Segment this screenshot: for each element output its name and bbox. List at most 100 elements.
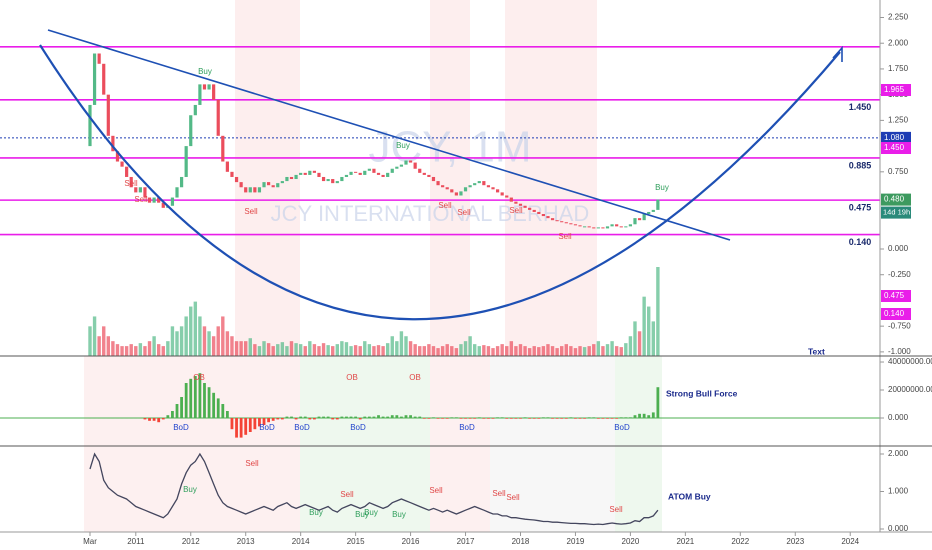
hist-bar xyxy=(345,416,348,419)
volume-bar xyxy=(225,331,230,356)
hist-bar xyxy=(519,418,522,419)
volume-bar xyxy=(349,346,353,356)
x-tick-label: 2013 xyxy=(237,537,255,546)
hist-bar xyxy=(88,418,92,419)
hist-bar xyxy=(134,418,138,419)
band xyxy=(235,0,300,356)
hist-bar xyxy=(175,404,179,419)
x-tick-label: 2018 xyxy=(512,537,530,546)
candle xyxy=(532,209,536,212)
candle xyxy=(505,195,509,198)
candle xyxy=(546,216,550,219)
annotation: Sell xyxy=(134,195,148,204)
hist-bar xyxy=(560,418,564,419)
band xyxy=(430,356,490,532)
volume-bar xyxy=(207,331,211,356)
y-tick-label: 1.000 xyxy=(888,487,909,496)
hist-bar xyxy=(619,417,623,419)
volume-bar xyxy=(161,346,165,356)
y-tick-label: -0.250 xyxy=(888,270,911,279)
volume-bar xyxy=(509,341,514,356)
hist-bar xyxy=(386,416,390,419)
volume-bar xyxy=(541,346,546,356)
volume-bar xyxy=(111,341,115,356)
hist-bar xyxy=(473,418,477,419)
hist-bar xyxy=(354,416,358,419)
candle xyxy=(441,185,445,188)
hist-bar xyxy=(404,415,408,419)
candle xyxy=(125,166,129,177)
level-label: 0.475 xyxy=(849,202,872,212)
hist-bar xyxy=(184,383,188,419)
candle xyxy=(308,170,312,175)
volume-bar xyxy=(308,341,312,356)
volume-bar xyxy=(317,346,321,356)
volume-bar xyxy=(454,348,459,356)
hist-bar xyxy=(509,418,513,419)
volume-bar xyxy=(248,338,252,356)
candle xyxy=(560,221,564,223)
volume-bar xyxy=(495,346,500,356)
volume-bar xyxy=(340,341,344,356)
hist-bar xyxy=(564,418,568,419)
hist-bar xyxy=(441,418,445,419)
volume-bar xyxy=(614,346,619,356)
volume-bar xyxy=(280,342,285,356)
volume-bar xyxy=(592,344,596,356)
hist-bar xyxy=(267,418,271,423)
volume-bar xyxy=(138,343,143,356)
candle xyxy=(349,171,353,175)
candle xyxy=(610,224,614,227)
candle xyxy=(331,179,335,184)
watermark-name: JCY INTERNATIONAL BERHAD xyxy=(271,201,590,226)
volume-bar xyxy=(230,336,234,356)
hist-bar xyxy=(294,418,298,420)
candle xyxy=(253,187,257,193)
cup-curve xyxy=(39,44,841,321)
band xyxy=(300,356,430,532)
candle xyxy=(115,151,120,162)
volume-bar xyxy=(500,344,504,356)
price-badge-label: 1.080 xyxy=(884,133,905,142)
annotation: Buy xyxy=(198,67,212,76)
volume-bar xyxy=(418,346,422,356)
candle xyxy=(601,227,605,229)
hist-bar xyxy=(477,417,481,419)
volume-bar xyxy=(335,344,339,356)
candle xyxy=(294,174,298,180)
hist-bar xyxy=(606,418,609,419)
candle xyxy=(129,176,133,188)
volume-bar xyxy=(276,344,280,356)
hist-bar xyxy=(491,418,495,419)
candle xyxy=(390,168,394,173)
annotation: Sell xyxy=(492,489,506,498)
volume-bar xyxy=(573,348,578,356)
y-tick-label: 2.000 xyxy=(888,38,909,47)
hist-bar xyxy=(436,418,440,419)
volume-bar xyxy=(344,342,349,356)
annotation: BoD xyxy=(459,423,475,432)
volume-bar xyxy=(289,341,294,356)
hist-bar xyxy=(143,418,147,420)
volume-bar xyxy=(216,326,220,356)
candle xyxy=(628,224,633,227)
candle xyxy=(239,182,243,188)
hist-bar xyxy=(432,417,435,419)
hist-bar xyxy=(496,417,499,419)
annotation: Sell xyxy=(245,459,259,468)
candle xyxy=(317,172,321,177)
candle xyxy=(573,224,578,226)
hist-bar xyxy=(395,415,399,419)
candle xyxy=(312,170,317,173)
hist-bar xyxy=(555,418,559,419)
annotation: BoD xyxy=(259,423,275,432)
hist-bar xyxy=(129,418,133,419)
volume-bar xyxy=(294,343,298,356)
volume-bar xyxy=(404,336,408,356)
plot: Mar 2011 2012 2013 2014 2015 2016 2017 2018 2019 2… xyxy=(0,13,932,546)
candle xyxy=(354,171,358,173)
candle xyxy=(207,84,211,90)
volume-bar xyxy=(134,346,138,356)
candle xyxy=(143,187,147,198)
hist-bar xyxy=(656,387,660,419)
